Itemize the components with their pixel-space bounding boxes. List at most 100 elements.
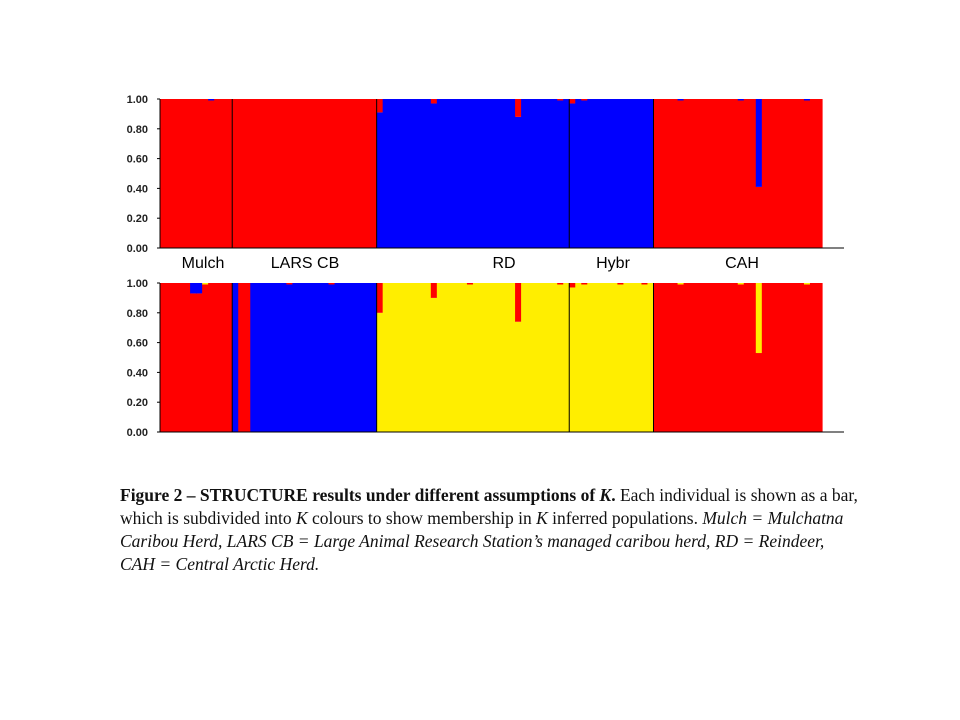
- individual-bar-segment: [815, 99, 823, 248]
- individual-bar-segment: [280, 99, 287, 248]
- individual-bar-segment: [629, 99, 637, 248]
- individual-bar-segment: [545, 283, 552, 432]
- individual-bar-segment: [641, 283, 649, 285]
- individual-bar-segment: [370, 283, 378, 432]
- individual-bar-segment: [232, 99, 239, 248]
- individual-bar-segment: [190, 99, 197, 248]
- individual-bar-segment: [238, 99, 245, 248]
- individual-bar-segment: [448, 283, 456, 432]
- individual-bar-segment: [653, 99, 661, 248]
- individual-bar-segment: [689, 99, 697, 248]
- individual-bar-segment: [460, 283, 468, 432]
- individual-bar-segment: [196, 293, 203, 432]
- individual-bar-segment: [701, 99, 709, 248]
- individual-bar-segment: [424, 283, 432, 432]
- individual-bar-segment: [767, 99, 775, 248]
- group-label-row: Mulch LARS CB RD Hybr CAH: [182, 255, 759, 272]
- individual-bar-segment: [202, 283, 209, 285]
- individual-bar-segment: [202, 99, 209, 248]
- individual-bar-segment: [605, 283, 612, 432]
- individual-bar-segment: [785, 99, 793, 248]
- y-tick-label: 0.40: [127, 183, 148, 195]
- individual-bar-segment: [665, 283, 673, 432]
- individual-bar-segment: [515, 321, 522, 432]
- individual-bar-segment: [370, 99, 378, 248]
- individual-bar-segment: [418, 99, 426, 248]
- caption-p1: Each individual is shown as a bar, which…: [120, 485, 858, 528]
- structure-panel-k3: 1.00 0.80 0.60 0.40 0.20 0.00: [127, 278, 844, 439]
- individual-bar-segment: [713, 283, 721, 432]
- individual-bar-segment: [412, 283, 420, 432]
- individual-bar-segment: [208, 100, 215, 249]
- y-tick-label: 0.60: [127, 338, 148, 350]
- individual-bar-segment: [803, 99, 811, 101]
- individual-bar-segment: [484, 283, 492, 432]
- individual-bar-segment: [310, 99, 318, 248]
- individual-bar-segment: [454, 99, 462, 248]
- individual-bar-segment: [340, 283, 348, 432]
- individual-bar-segment: [671, 99, 679, 248]
- individual-bar-segment: [539, 99, 546, 248]
- individual-bar-segment: [491, 283, 498, 432]
- individual-bar-segment: [196, 99, 203, 248]
- individual-bar-segment: [214, 283, 221, 432]
- individual-bar-segment: [268, 99, 275, 248]
- individual-bar-segment: [178, 283, 185, 432]
- y-tick-label: 0.20: [127, 213, 148, 225]
- individual-bar-segment: [220, 283, 227, 432]
- individual-bar-segment: [358, 283, 366, 432]
- individual-bar-segment: [250, 99, 257, 248]
- individual-bar-segment: [352, 99, 360, 248]
- individual-bar-segment: [773, 99, 781, 248]
- individual-bar-segment: [274, 99, 281, 248]
- individual-bar-segment: [779, 99, 787, 248]
- individual-bar-segment: [334, 99, 342, 248]
- group-label: CAH: [725, 255, 759, 272]
- individual-bar-segment: [322, 99, 330, 248]
- individual-bar-segment: [527, 99, 534, 248]
- individual-bar-segment: [184, 283, 191, 432]
- individual-bar-segment: [545, 99, 552, 248]
- individual-bar-segment: [328, 284, 336, 432]
- individual-bar-segment: [268, 283, 275, 432]
- individual-bar-segment: [677, 100, 685, 249]
- individual-bar-segment: [316, 99, 324, 248]
- group-label: LARS CB: [271, 255, 339, 272]
- group-label: Hybr: [596, 255, 630, 272]
- individual-bar-segment: [803, 100, 811, 249]
- individual-bar-segment: [346, 283, 354, 432]
- individual-bar-segment: [382, 99, 390, 248]
- individual-bar-segment: [238, 283, 245, 432]
- individual-bar-segment: [515, 283, 522, 322]
- individual-bar-segment: [809, 283, 817, 432]
- individual-bar-segment: [773, 283, 781, 432]
- individual-bar-segment: [611, 99, 618, 248]
- individual-bar-segment: [262, 99, 269, 248]
- individual-bar-segment: [665, 99, 673, 248]
- individual-bar-segment: [376, 112, 384, 248]
- individual-bar-segment: [214, 99, 221, 248]
- individual-bar-segment: [725, 283, 733, 432]
- individual-bar-segment: [569, 287, 576, 432]
- individual-bar-segment: [659, 283, 667, 432]
- individual-bar-segment: [491, 99, 498, 248]
- individual-bar-segment: [340, 99, 348, 248]
- individual-bar-segment: [635, 283, 643, 432]
- individual-bar-segment: [683, 283, 691, 432]
- individual-bar-segment: [442, 99, 450, 248]
- individual-bar-segment: [376, 312, 384, 432]
- individual-bar-segment: [430, 283, 438, 298]
- individual-bar-segment: [503, 99, 510, 248]
- group-label: RD: [492, 255, 515, 272]
- individual-bar-segment: [184, 99, 191, 248]
- individual-bar-segment: [677, 99, 685, 101]
- caption-k: K: [295, 508, 308, 528]
- individual-bar-segment: [160, 99, 167, 248]
- individual-bar-segment: [803, 283, 811, 285]
- individual-bar-segment: [472, 99, 480, 248]
- individual-bar-segment: [689, 283, 697, 432]
- individual-bar-segment: [515, 116, 522, 248]
- individual-bar-segment: [809, 99, 817, 248]
- individual-bar-segment: [328, 283, 336, 285]
- individual-bar-segment: [653, 283, 661, 432]
